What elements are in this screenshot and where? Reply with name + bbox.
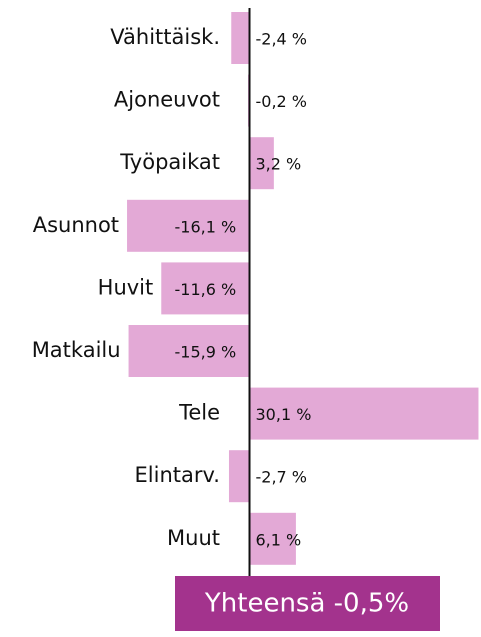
value-label: -16,1 %: [175, 217, 237, 236]
bar: [127, 199, 250, 252]
total-label: Yhteensä -0,5%: [204, 589, 409, 619]
bar: [249, 387, 479, 440]
value-label: -0,2 %: [256, 92, 308, 111]
bar: [249, 137, 274, 190]
bar: [231, 12, 250, 64]
value-label: -2,7 %: [256, 468, 308, 487]
category-label: Asunnot: [33, 213, 119, 237]
category-label: Ajoneuvot: [114, 88, 220, 112]
value-label: -11,6 %: [175, 280, 237, 299]
category-label: Elintarv.: [135, 463, 220, 487]
category-label: Matkailu: [32, 338, 121, 362]
value-label: 30,1 %: [256, 405, 312, 424]
category-label: Tele: [178, 401, 220, 425]
bar: [228, 450, 250, 503]
category-label: Vähittäisk.: [110, 25, 220, 49]
category-label: Huvit: [98, 275, 154, 299]
category-label: Muut: [167, 526, 220, 550]
value-label: -2,4 %: [256, 30, 308, 49]
total-box: [175, 576, 440, 631]
bar: [249, 512, 296, 565]
value-label: 6,1 %: [256, 530, 302, 549]
bar: [161, 262, 250, 315]
value-label: 3,2 %: [256, 155, 302, 174]
bar: [128, 325, 250, 377]
value-label: -15,9 %: [175, 343, 237, 362]
category-label: Työpaikat: [119, 150, 220, 174]
